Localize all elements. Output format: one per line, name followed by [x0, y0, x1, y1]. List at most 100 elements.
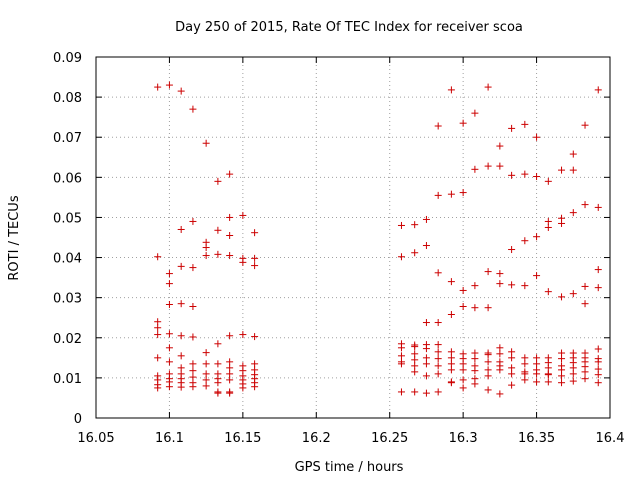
data-point-marker: [581, 375, 589, 383]
data-point-marker: [533, 354, 541, 362]
data-point-marker: [251, 333, 259, 341]
data-point-marker: [459, 286, 467, 294]
data-point-marker: [226, 370, 234, 378]
data-point-marker: [521, 376, 529, 384]
data-point-marker: [484, 268, 492, 276]
data-point-marker: [177, 300, 185, 308]
data-point-marker: [177, 87, 185, 95]
data-point-marker: [521, 120, 529, 128]
data-point-marker: [214, 360, 222, 368]
x-tick-label: 16.4: [596, 431, 625, 446]
data-point-marker: [447, 278, 455, 286]
y-tick-label: 0.02: [53, 332, 82, 347]
data-point-marker: [397, 388, 405, 396]
data-point-marker: [189, 264, 197, 272]
data-point-marker: [154, 384, 162, 392]
data-point-marker: [594, 371, 602, 379]
data-point-marker: [214, 226, 222, 234]
data-point-marker: [447, 360, 455, 368]
data-point-marker: [165, 358, 173, 366]
data-point-marker: [177, 262, 185, 270]
data-point-marker: [154, 331, 162, 339]
data-point-marker: [544, 223, 552, 231]
data-point-marker: [544, 217, 552, 225]
data-point-marker: [521, 370, 529, 378]
data-point-marker: [239, 258, 247, 266]
data-point-marker: [434, 370, 442, 378]
data-point-marker: [447, 311, 455, 319]
data-points: [154, 81, 602, 398]
data-point-marker: [434, 388, 442, 396]
data-point-marker: [581, 282, 589, 290]
data-point-marker: [484, 386, 492, 394]
data-point-marker: [422, 354, 430, 362]
data-point-marker: [558, 372, 566, 380]
data-point-marker: [508, 246, 516, 254]
y-tick-label: 0.07: [53, 131, 82, 146]
data-point-marker: [411, 368, 419, 376]
data-point-marker: [214, 177, 222, 185]
data-point-marker: [165, 280, 173, 288]
data-point-marker: [239, 384, 247, 392]
data-point-marker: [177, 225, 185, 233]
y-tick-label: 0.01: [53, 372, 82, 387]
data-point-marker: [202, 139, 210, 147]
data-point-marker: [177, 364, 185, 372]
data-point-marker: [508, 281, 516, 289]
data-point-marker: [484, 351, 492, 359]
data-point-marker: [214, 379, 222, 387]
data-point-marker: [508, 354, 516, 362]
data-point-marker: [581, 201, 589, 209]
data-point-marker: [397, 221, 405, 229]
data-point-marker: [558, 293, 566, 301]
data-point-marker: [434, 191, 442, 199]
data-point-marker: [521, 282, 529, 290]
data-point-marker: [521, 237, 529, 245]
data-point-marker: [459, 189, 467, 197]
data-point-marker: [471, 367, 479, 375]
data-point-marker: [165, 383, 173, 391]
data-point-marker: [581, 300, 589, 308]
data-point-marker: [214, 340, 222, 348]
data-point-marker: [202, 382, 210, 390]
data-point-marker: [533, 370, 541, 378]
data-point-marker: [447, 354, 455, 362]
data-point-marker: [189, 105, 197, 113]
data-point-marker: [154, 354, 162, 362]
data-point-marker: [569, 150, 577, 158]
y-tick-label: 0: [74, 412, 82, 427]
data-point-marker: [471, 165, 479, 173]
data-point-marker: [434, 341, 442, 349]
y-tick-label: 0.08: [53, 91, 82, 106]
data-point-marker: [411, 362, 419, 370]
data-point-marker: [434, 348, 442, 356]
data-point-marker: [411, 221, 419, 229]
data-point-marker: [154, 318, 162, 326]
data-point-marker: [558, 219, 566, 227]
data-point-marker: [484, 372, 492, 380]
y-tick-label: 0.05: [53, 211, 82, 226]
data-point-marker: [226, 170, 234, 178]
data-point-marker: [594, 345, 602, 353]
data-point-marker: [226, 376, 234, 384]
data-point-marker: [496, 142, 504, 150]
data-point-marker: [165, 344, 173, 352]
data-point-marker: [496, 162, 504, 170]
data-point-marker: [177, 352, 185, 360]
data-point-marker: [581, 368, 589, 376]
data-point-marker: [508, 370, 516, 378]
data-point-marker: [569, 370, 577, 378]
data-point-marker: [544, 288, 552, 296]
data-point-marker: [226, 213, 234, 221]
data-point-marker: [422, 389, 430, 397]
data-point-marker: [521, 354, 529, 362]
data-point-marker: [189, 333, 197, 341]
data-point-marker: [411, 356, 419, 364]
y-axis-label: ROTI / TECUs: [7, 195, 22, 280]
data-point-marker: [569, 377, 577, 385]
data-point-marker: [508, 124, 516, 132]
data-point-marker: [202, 370, 210, 378]
data-point-marker: [459, 366, 467, 374]
